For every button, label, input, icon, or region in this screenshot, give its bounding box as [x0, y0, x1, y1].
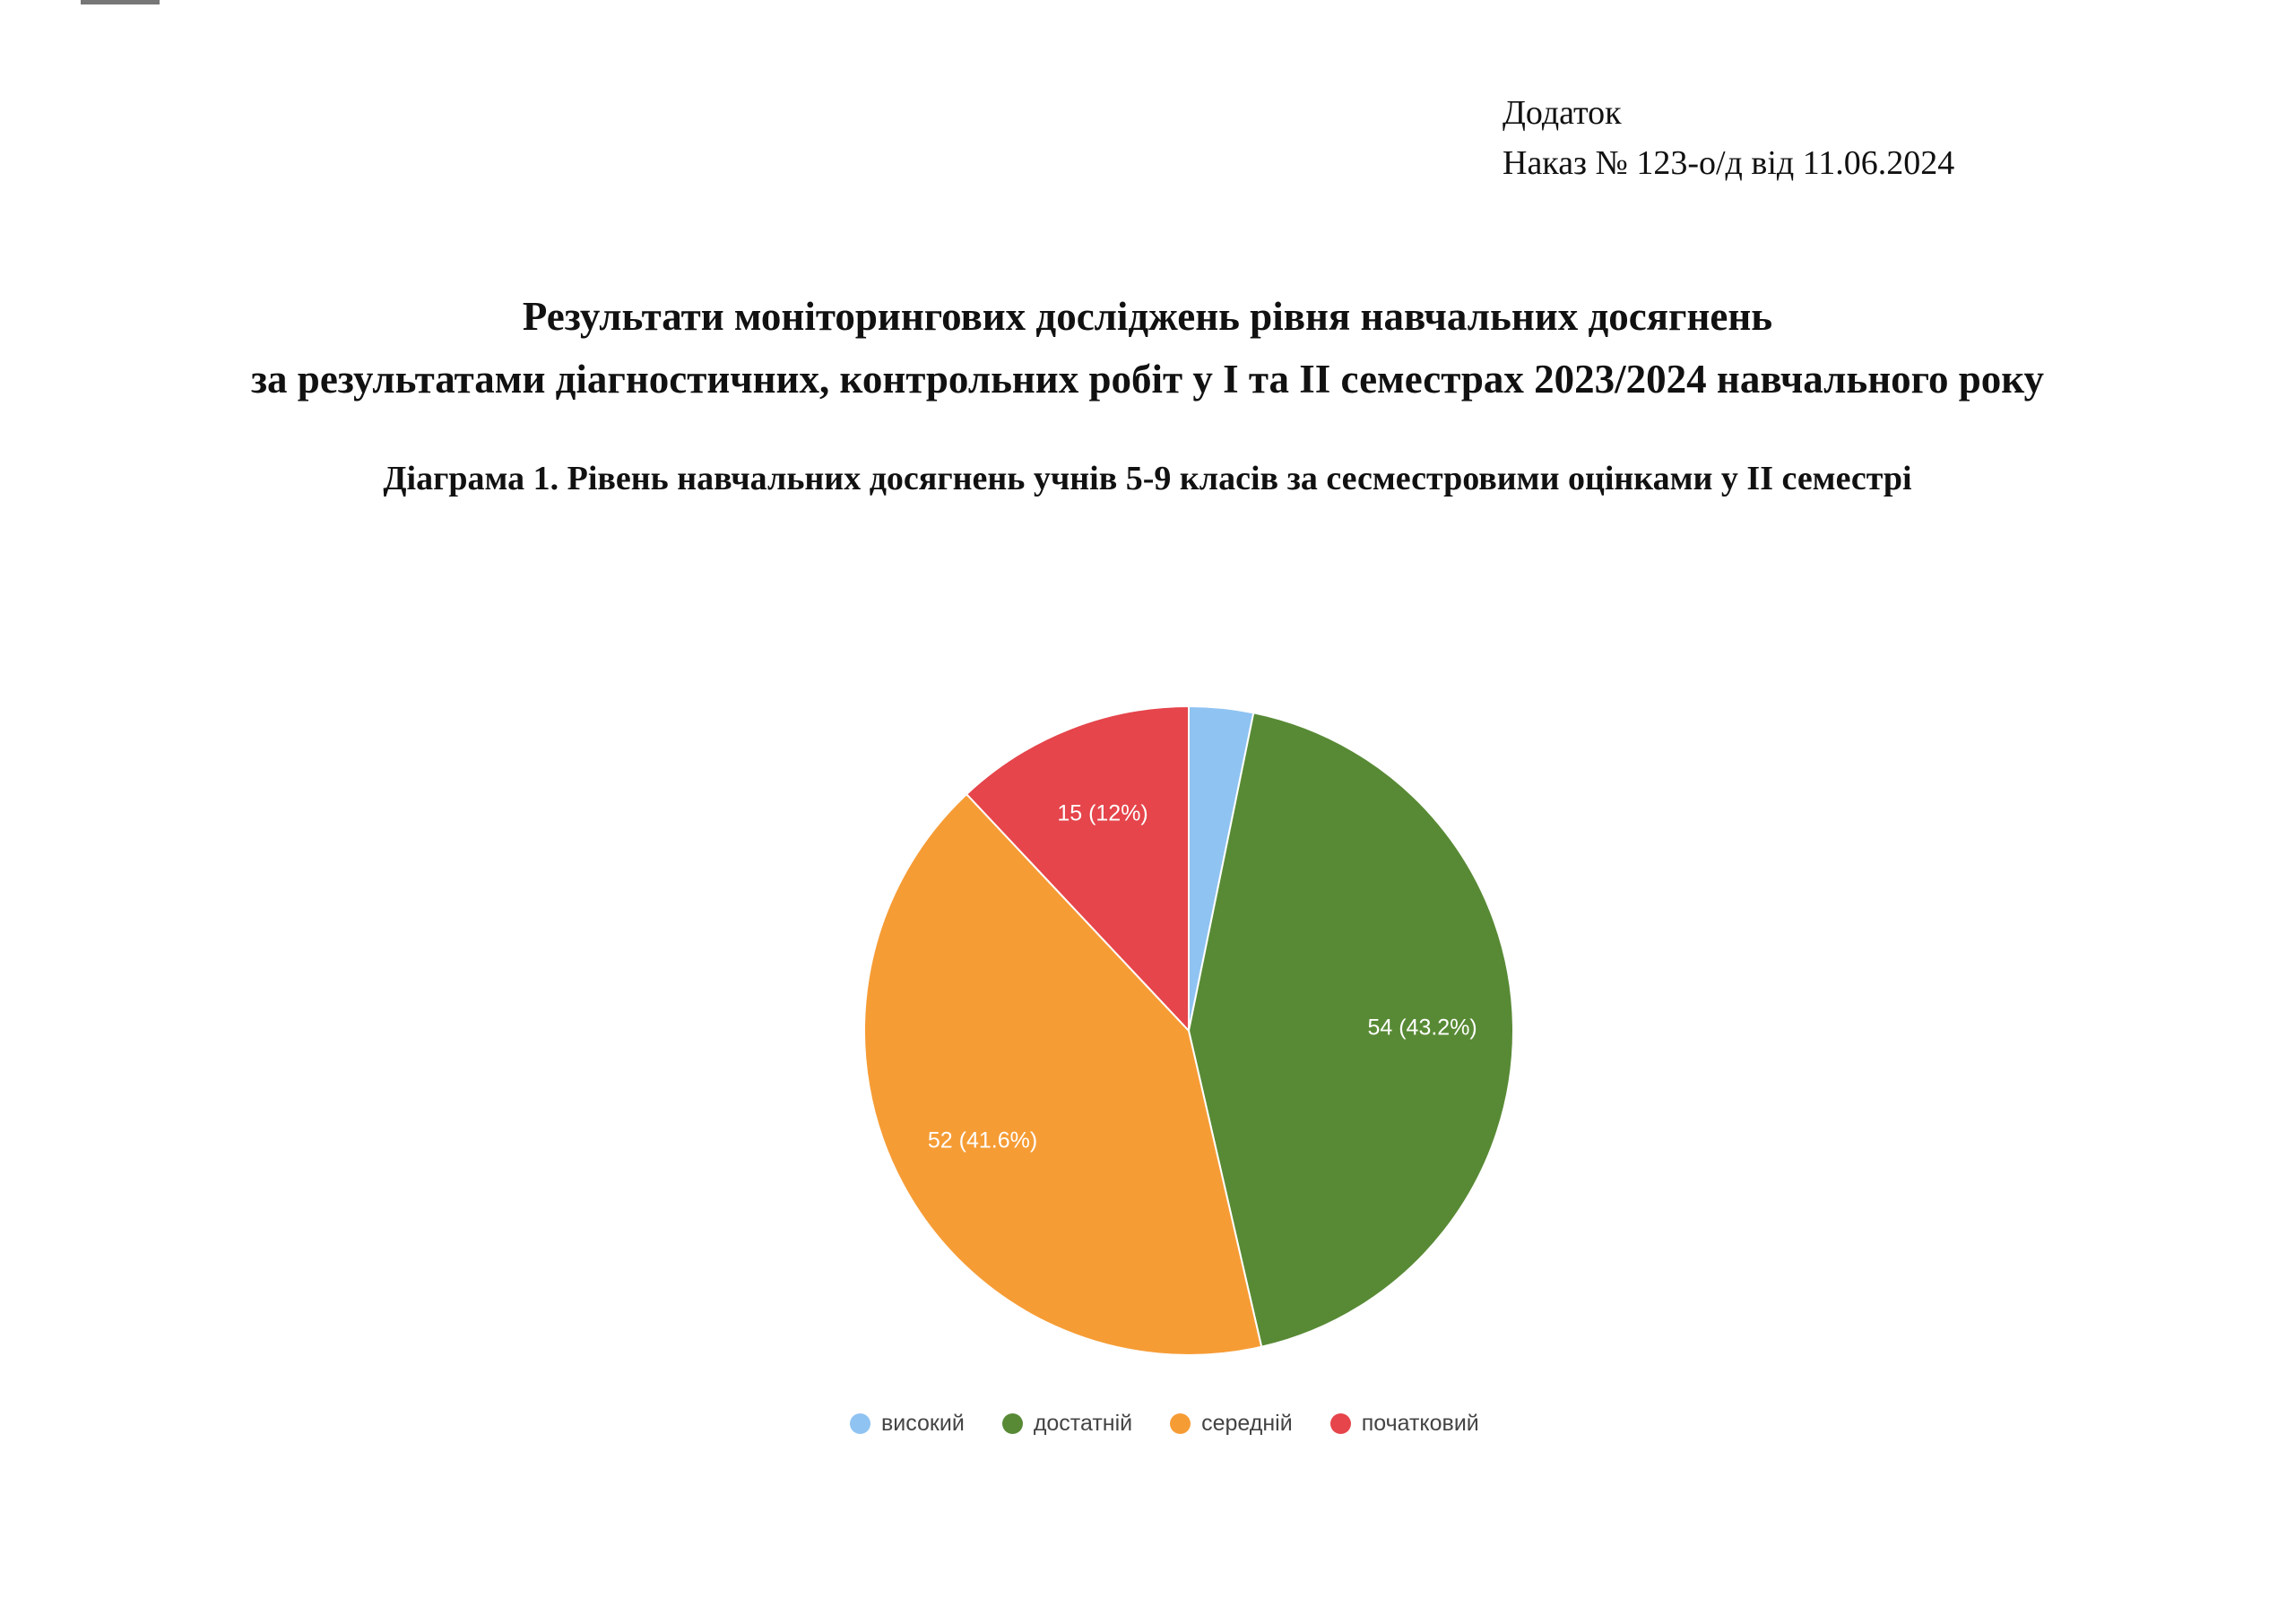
order-reference: Наказ № 123-о/д від 11.06.2024: [1503, 144, 1955, 182]
pie-slice-2: [863, 792, 1263, 1356]
legend-label-2: середній: [1201, 1411, 1293, 1436]
legend-swatch-2: [1170, 1413, 1191, 1434]
legend-label-0: високий: [881, 1411, 965, 1436]
document-title: Результати моніторингових досліджень рів…: [0, 285, 2295, 410]
title-line-1: Результати моніторингових досліджень рів…: [522, 294, 1773, 339]
legend-item-2: середній: [1170, 1411, 1293, 1437]
legend-item-0: високий: [850, 1411, 965, 1437]
slice-label-3: 15 (12%): [1057, 801, 1148, 826]
legend-item-3: початковий: [1329, 1411, 1479, 1437]
chart-legend: високий достатній середній початковий: [850, 1411, 1479, 1437]
pie-slice-3: [965, 704, 1190, 1033]
legend-item-1: достатній: [1001, 1411, 1133, 1437]
legend-swatch-3: [1329, 1413, 1351, 1434]
slice-label-2: 52 (41.6%): [928, 1128, 1037, 1153]
legend-swatch-0: [850, 1413, 870, 1434]
chart-title: Діаграма 1. Рівень навчальних досягнень …: [383, 460, 1912, 497]
title-line-2: за результатами діагностичних, контрольн…: [250, 357, 2045, 402]
scan-edge-mark: [81, 0, 160, 4]
legend-label-3: початковий: [1361, 1411, 1479, 1436]
slice-label-1: 54 (43.2%): [1367, 1015, 1477, 1041]
legend-label-1: достатній: [1033, 1411, 1133, 1436]
annex-block: Додаток Наказ № 123-о/д від 11.06.2024: [1503, 88, 1954, 188]
annex-label: Додаток: [1503, 94, 1622, 132]
pie-slice-1: [1187, 712, 1514, 1348]
legend-swatch-1: [1001, 1413, 1023, 1434]
